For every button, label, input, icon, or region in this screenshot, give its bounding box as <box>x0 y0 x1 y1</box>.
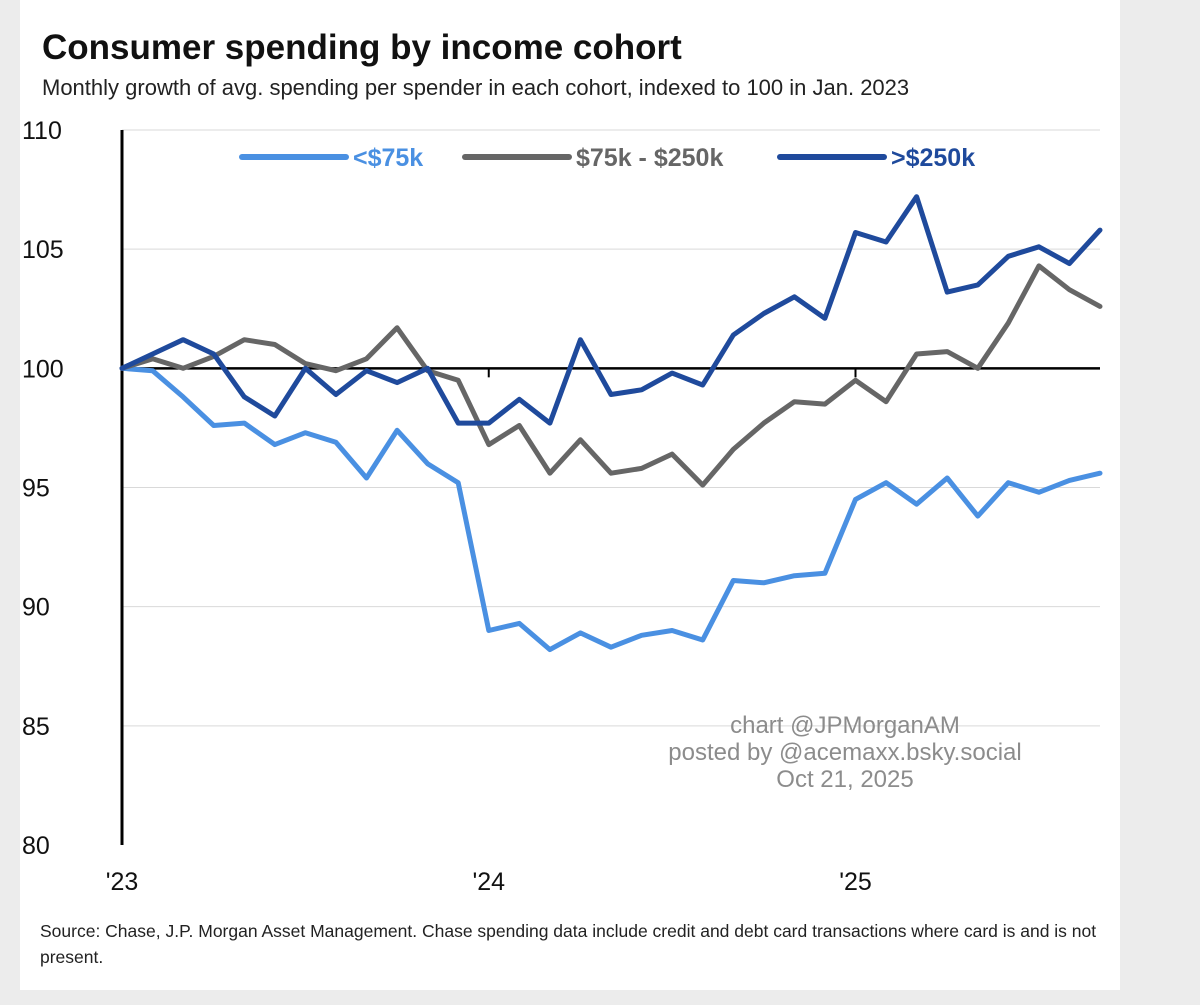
chart-title: Consumer spending by income cohort <box>42 28 682 67</box>
watermark: chart @JPMorganAM posted by @acemaxx.bsk… <box>618 712 1072 793</box>
y-tick-label-85: 85 <box>22 713 50 741</box>
line-chart: 80 85 90 95 100 105 110 '23 '24 '25 <$75k $75k - $… <box>22 117 1103 896</box>
series-lines <box>119 194 1103 653</box>
chart-card: Consumer spending by income cohort Month… <box>20 0 1120 990</box>
y-tick-label-100: 100 <box>22 355 64 383</box>
series-line-2 <box>119 194 1103 426</box>
watermark-line-2: posted by @acemaxx.bsky.social <box>668 739 1022 766</box>
y-tick-label-80: 80 <box>22 832 50 860</box>
series-line-1 <box>119 263 1103 488</box>
watermark-line-3: Oct 21, 2025 <box>776 766 914 793</box>
x-tick-label-2024-01: '24 <box>472 868 505 896</box>
legend-label-0: <$75k <box>353 144 423 172</box>
y-tick-label-110: 110 <box>22 117 62 145</box>
legend-label-1: $75k - $250k <box>576 144 723 172</box>
y-tick-label-90: 90 <box>22 594 50 622</box>
axes: 80 85 90 95 100 105 110 '23 '24 '25 <box>22 117 1100 896</box>
gridlines <box>122 129 1100 727</box>
legend: <$75k $75k - $250k >$250k <box>239 144 975 172</box>
watermark-line-1: chart @JPMorganAM <box>730 712 960 739</box>
x-tick-label-2025-01: '25 <box>839 868 872 896</box>
source-note: Source: Chase, J.P. Morgan Asset Managem… <box>40 921 1097 967</box>
series-line-0 <box>119 365 1103 653</box>
chart-subtitle: Monthly growth of avg. spending per spen… <box>42 75 910 100</box>
x-tick-label-2023-01: '23 <box>106 868 139 896</box>
y-tick-label-105: 105 <box>22 236 64 264</box>
y-tick-label-95: 95 <box>22 475 50 503</box>
legend-label-2: >$250k <box>891 144 975 172</box>
